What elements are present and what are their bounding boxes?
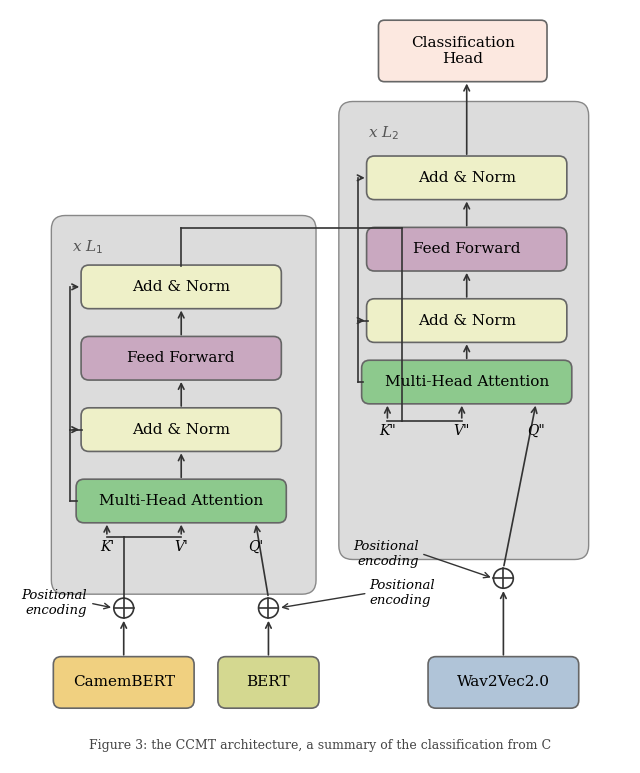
Text: x L$_2$: x L$_2$ xyxy=(367,124,399,142)
Text: Q": Q" xyxy=(527,424,545,438)
FancyBboxPatch shape xyxy=(81,408,282,451)
Text: V": V" xyxy=(454,424,470,438)
FancyBboxPatch shape xyxy=(362,360,572,404)
FancyBboxPatch shape xyxy=(428,656,579,708)
Text: Classification
Head: Classification Head xyxy=(411,36,515,66)
FancyBboxPatch shape xyxy=(81,336,282,380)
Text: Wav2Vec2.0: Wav2Vec2.0 xyxy=(457,676,550,690)
FancyBboxPatch shape xyxy=(339,101,589,560)
Text: CamemBERT: CamemBERT xyxy=(73,676,175,690)
Text: Multi-Head Attention: Multi-Head Attention xyxy=(385,375,549,389)
Text: Positional
encoding: Positional encoding xyxy=(369,579,435,607)
Text: BERT: BERT xyxy=(246,676,291,690)
Text: Multi-Head Attention: Multi-Head Attention xyxy=(99,494,263,508)
Text: x L$_1$: x L$_1$ xyxy=(72,238,104,256)
FancyBboxPatch shape xyxy=(51,216,316,594)
Text: K': K' xyxy=(100,540,114,553)
Text: Positional
encoding: Positional encoding xyxy=(21,589,87,617)
Text: Positional
encoding: Positional encoding xyxy=(353,540,419,567)
Text: Feed Forward: Feed Forward xyxy=(413,242,520,256)
FancyBboxPatch shape xyxy=(218,656,319,708)
Text: Feed Forward: Feed Forward xyxy=(127,351,235,366)
FancyBboxPatch shape xyxy=(367,227,567,271)
Text: Add & Norm: Add & Norm xyxy=(132,280,230,294)
Text: V': V' xyxy=(174,540,188,553)
FancyBboxPatch shape xyxy=(53,656,194,708)
Text: Q': Q' xyxy=(248,540,263,553)
FancyBboxPatch shape xyxy=(367,156,567,199)
FancyBboxPatch shape xyxy=(81,265,282,308)
Text: Figure 3: the CCMT architecture, a summary of the classification from C: Figure 3: the CCMT architecture, a summa… xyxy=(89,739,551,752)
Text: Add & Norm: Add & Norm xyxy=(418,171,516,185)
FancyBboxPatch shape xyxy=(76,479,286,523)
FancyBboxPatch shape xyxy=(367,299,567,342)
Text: Add & Norm: Add & Norm xyxy=(418,314,516,328)
FancyBboxPatch shape xyxy=(378,20,547,82)
Text: K": K" xyxy=(379,424,396,438)
Text: Add & Norm: Add & Norm xyxy=(132,423,230,437)
